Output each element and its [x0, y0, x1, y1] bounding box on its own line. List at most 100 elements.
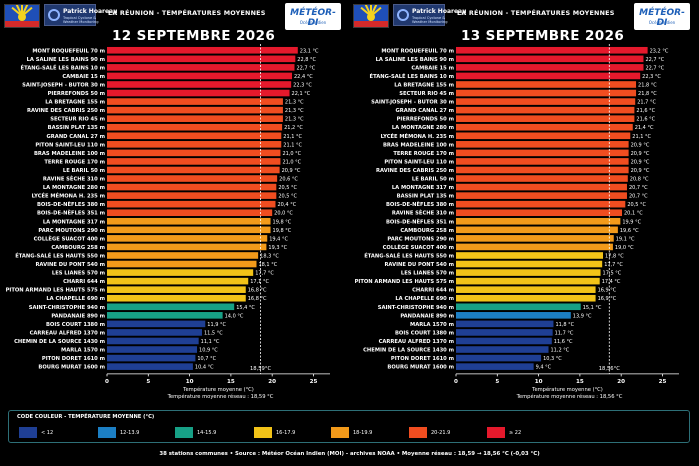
temperature-bar [107, 303, 235, 311]
station-label: MONT ROQUEFEUIL 70 m [381, 48, 454, 54]
station-label: LA SALINE LES BAINS 90 m [376, 57, 454, 63]
value-label: 21,3 °C [285, 117, 304, 123]
station-label: PITON ARMAND LES HAUTS 575 m [355, 279, 454, 285]
station-label: BOIS COURT 1380 m [46, 322, 105, 328]
temperature-bar [456, 183, 627, 191]
station-label: TERRE ROUGE 170 m [393, 151, 454, 157]
station-label: LA MONTAGNE 280 m [43, 185, 105, 191]
x-tick-label: 15 [227, 379, 235, 385]
temperature-bar [107, 158, 281, 165]
legend-swatch [98, 427, 116, 438]
station-label: CHEMIN DE LA SOURCE 1430 m [14, 339, 105, 345]
temperature-bar [456, 329, 553, 336]
patrick-hoareau-logo: Patrick Hoareau Tropical Cyclone & Weathe… [44, 4, 117, 26]
station-label: BASSIN PLAT 135 m [397, 194, 454, 200]
value-label: 20,9 °C [631, 151, 650, 157]
station-label: BOIS-DE-NÈFLES 351 m [37, 209, 105, 217]
value-label: 18,3 °C [260, 253, 279, 259]
temperature-bar [456, 209, 623, 217]
x-tick-label: 25 [659, 379, 667, 385]
temperature-bar [107, 175, 278, 182]
station-label: BRAS MADELEINE 100 m [34, 151, 105, 157]
station-label: CAMBAIE 15 m [62, 74, 105, 80]
temperature-bar [107, 286, 246, 293]
chart-title: 13 SEPTEMBRE 2026 [461, 28, 625, 44]
value-label: 22,8 °C [297, 57, 316, 63]
cyclone-icon [48, 9, 60, 21]
station-label: SAINT-JOSEPH - BUTOR 30 m [22, 82, 105, 88]
temperature-bar [107, 166, 280, 174]
value-label: 21,1 °C [632, 134, 651, 140]
temperature-bar [107, 354, 196, 362]
station-label: CHARRI 644 m [63, 279, 105, 285]
temperature-bar [107, 123, 283, 131]
value-label: 22,7 °C [296, 65, 315, 71]
temperature-bar [456, 286, 596, 293]
value-label: 20,5 °C [278, 185, 297, 191]
temperature-bar [456, 277, 600, 285]
temperature-bar [456, 81, 637, 88]
panel-day-1: Patrick Hoareau Tropical Cyclone & Weathe… [0, 0, 349, 405]
value-label: 22,7 °C [645, 65, 664, 71]
temperature-bar [107, 89, 290, 97]
value-label: 19,3 °C [268, 245, 287, 251]
station-label: BOURG MURAT 1600 m [38, 365, 105, 371]
station-label: LA MONTAGNE 317 m [392, 185, 454, 191]
value-label: 19,9 °C [622, 219, 641, 225]
legend-swatch [331, 427, 349, 438]
temperature-bar [456, 363, 534, 370]
temperature-bar [456, 312, 571, 319]
station-label: MARLA 1570 m [410, 322, 454, 328]
value-label: 23,1 °C [300, 48, 319, 54]
station-label: RAVINE DU PONT 540 m [384, 262, 454, 268]
station-label: GRAND CANAL 27 m [396, 108, 454, 114]
value-label: 10,3 °C [543, 356, 562, 362]
station-label: ÉTANG-SALÉ LES BAINS 10 m [370, 72, 454, 80]
temperature-bar [107, 106, 283, 114]
station-label: RAVINE DU PONT 540 m [35, 262, 105, 268]
value-label: 18,1 °C [258, 262, 277, 268]
station-label: PANDANAIE 890 m [51, 313, 105, 319]
temperature-bar [107, 217, 271, 225]
value-label: 21,6 °C [636, 117, 655, 123]
x-axis-label: Température moyenne (°C) [182, 386, 254, 393]
station-label: RAVINE DES CABRIS 250 m [376, 168, 454, 174]
station-label: BASSIN PLAT 135 m [48, 125, 105, 131]
region-title: LA RÉUNION - TEMPÉRATURES MOYENNES [457, 9, 615, 17]
station-label: PARC MOUTONS 290 m [387, 236, 454, 242]
station-label: PITON DORET 1610 m [391, 356, 454, 362]
temperature-bar [107, 183, 277, 191]
station-label: BOIS COURT 1380 m [395, 330, 454, 336]
temperature-bar [107, 329, 202, 336]
station-label: PANDANAIE 890 m [400, 313, 454, 319]
x-tick-label: 10 [535, 379, 543, 385]
value-label: 19,8 °C [273, 219, 292, 225]
value-label: 11,8 °C [555, 322, 574, 328]
station-label: PIERREFONDS 50 m [397, 117, 454, 123]
temperature-bar [456, 235, 614, 242]
value-label: 21,3 °C [285, 108, 304, 114]
legend-swatch [175, 427, 193, 438]
station-label: CHARRI 644 m [412, 288, 454, 294]
station-label: BOIS-DE-NÈFLES 380 m [386, 200, 454, 208]
value-label: 16,8 °C [248, 288, 267, 294]
value-label: 21,1 °C [283, 134, 302, 140]
temperature-bar [456, 89, 637, 97]
reunion-flag-icon [4, 4, 40, 28]
station-label: COLLÈGE SUACOT 400 m [34, 234, 105, 242]
panel-day-2: Patrick Hoareau Tropical Cyclone & Weathe… [349, 0, 698, 405]
temperature-bar [456, 123, 633, 131]
x-tick-label: 5 [495, 379, 499, 385]
temperature-bar [107, 243, 267, 251]
temperature-bar [107, 337, 199, 345]
value-label: 19,0 °C [615, 245, 634, 251]
temperature-bar [456, 175, 628, 182]
station-label: SAINT-CHRISTOPHE 940 m [378, 305, 454, 311]
station-label: LA MONTAGNE 317 m [43, 219, 105, 225]
value-label: 19,6 °C [620, 228, 639, 234]
reunion-flag-icon [353, 4, 389, 28]
station-label: SAINT-JOSEPH - BUTOR 30 m [371, 100, 454, 106]
x-tick-label: 10 [186, 379, 194, 385]
station-label: PITON ARMAND LES HAUTS 575 m [6, 288, 105, 294]
value-label: 17,4 °C [602, 279, 621, 285]
